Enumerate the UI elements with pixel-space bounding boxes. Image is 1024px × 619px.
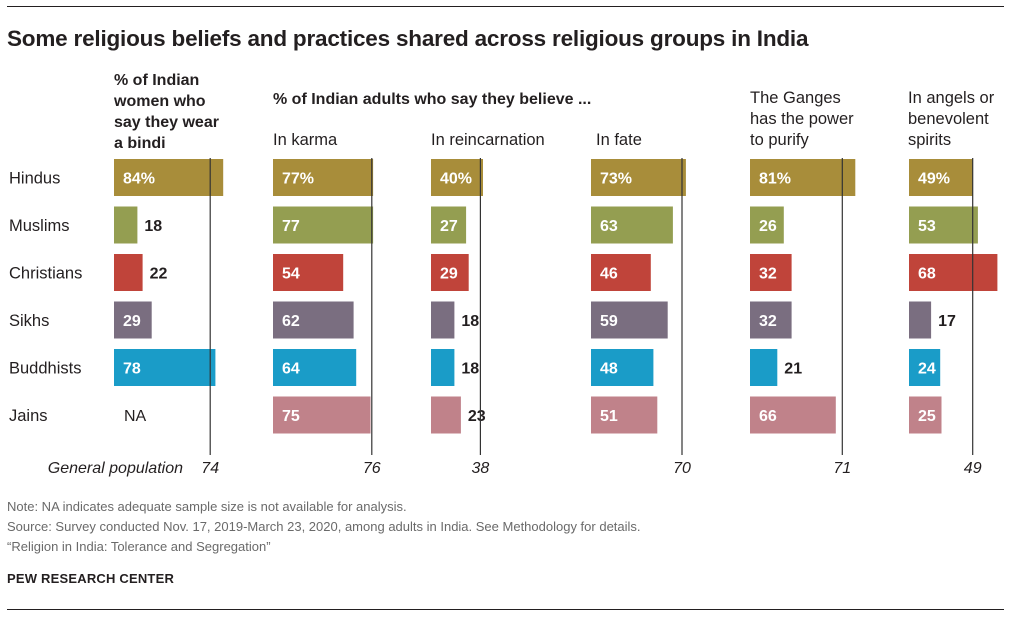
bar-label: 77	[282, 218, 300, 235]
panel-label-reincarnation: In reincarnation	[431, 131, 545, 149]
bar-p5-hindus	[750, 159, 856, 196]
general-population-value: 70	[673, 460, 691, 477]
bar-p6-buddhists	[909, 349, 941, 386]
general-population-value: 71	[833, 460, 851, 477]
bar-label: 63	[600, 218, 618, 235]
bar-label: 18	[144, 218, 162, 235]
bar-p3-muslims	[431, 206, 467, 244]
bar-p4-hindus	[591, 159, 686, 196]
bar-label: 18	[461, 361, 479, 378]
row-label-jains: Jains	[9, 407, 48, 425]
bar-label: 27	[440, 218, 458, 235]
bar-p4-jains	[591, 396, 658, 434]
bar-label: 53	[918, 218, 936, 235]
general-population-value: 49	[964, 460, 982, 477]
bar-p6-christians	[909, 254, 998, 291]
bar-label: 66	[759, 408, 777, 425]
bar-p2-muslims	[273, 206, 374, 244]
bar-p4-muslims	[591, 206, 673, 244]
bar-p1-hindus	[114, 159, 224, 196]
bar-label: 78	[123, 361, 141, 378]
bar-p5-muslims	[750, 206, 784, 244]
bar-label: 24	[918, 361, 936, 378]
row-label-sikhs: Sikhs	[9, 312, 49, 330]
bar-p3-buddhists	[431, 349, 455, 386]
chart-title: Some religious beliefs and practices sha…	[7, 26, 809, 51]
panel-label-karma: In karma	[273, 131, 338, 149]
general-population-value: 38	[472, 460, 490, 477]
bar-label: 40%	[440, 171, 472, 188]
bar-p2-sikhs	[273, 301, 354, 339]
bar-label: 75	[282, 408, 300, 425]
bar-p1-muslims	[114, 206, 138, 244]
bar-p2-jains	[273, 396, 371, 434]
bar-label: 23	[468, 408, 486, 425]
bar-p5-buddhists	[750, 349, 778, 386]
bar-label: 64	[282, 361, 300, 378]
bar-label: 54	[282, 266, 300, 283]
general-population-value: 74	[201, 460, 219, 477]
row-label-buddhists: Buddhists	[9, 360, 81, 378]
row-label-hindus: Hindus	[9, 170, 60, 188]
bar-p5-sikhs	[750, 301, 792, 339]
panel-label-angels: In angels or benevolent spirits	[908, 89, 995, 149]
note-text: Note: NA indicates adequate sample size …	[7, 499, 407, 514]
bar-p4-buddhists	[591, 349, 654, 386]
bar-label: 51	[600, 408, 618, 425]
bar-label: 59	[600, 313, 618, 330]
adults-belief-header: % of Indian adults who say they believe …	[273, 91, 592, 108]
bar-p3-sikhs	[431, 301, 455, 339]
bar-p5-christians	[750, 254, 792, 291]
bar-p3-jains	[431, 396, 461, 434]
source-text: Source: Survey conducted Nov. 17, 2019-M…	[7, 519, 641, 534]
na-label: NA	[124, 408, 147, 425]
top-rule	[7, 6, 1004, 7]
bar-label: 73%	[600, 171, 632, 188]
general-population-value: 76	[363, 460, 381, 477]
bar-p5-jains	[750, 396, 836, 434]
row-label-christians: Christians	[9, 265, 82, 283]
bar-label: 26	[759, 218, 777, 235]
bar-p4-christians	[591, 254, 651, 291]
bar-label: 84%	[123, 171, 155, 188]
bar-p4-sikhs	[591, 301, 668, 339]
bar-p2-hindus	[273, 159, 374, 196]
bar-label: 22	[150, 266, 168, 283]
bar-p6-jains	[909, 396, 942, 434]
bar-label: 49%	[918, 171, 950, 188]
bar-label: 21	[784, 361, 802, 378]
bar-label: 17	[938, 313, 956, 330]
bar-p1-buddhists	[114, 349, 216, 386]
bar-p2-christians	[273, 254, 344, 291]
bar-label: 62	[282, 313, 300, 330]
bar-p3-hindus	[431, 159, 483, 196]
bar-label: 18	[461, 313, 479, 330]
bar-label: 68	[918, 266, 936, 283]
chart-plot: Hindus Muslims Christians Sikhs Buddhists Jai…	[9, 158, 998, 477]
general-population-label: General population	[48, 460, 183, 477]
bar-label: 29	[440, 266, 458, 283]
bar-p3-christians	[431, 254, 469, 291]
bar-label: 32	[759, 266, 777, 283]
bar-p2-buddhists	[273, 349, 357, 386]
report-title-text: “Religion in India: Tolerance and Segreg…	[7, 539, 271, 554]
bar-p6-sikhs	[909, 301, 932, 339]
bar-label: 46	[600, 266, 618, 283]
bottom-rule	[7, 609, 1004, 610]
panel-label-ganges: The Ganges has the power to purify	[750, 89, 854, 149]
bar-label: 32	[759, 313, 777, 330]
bar-p6-hindus	[909, 159, 973, 196]
bar-p1-christians	[114, 254, 143, 291]
bar-p6-muslims	[909, 206, 978, 244]
bar-label: 77%	[282, 171, 314, 188]
bindi-panel-header: % of Indian women who say they wear a bi…	[114, 72, 219, 152]
bar-label: 48	[600, 361, 618, 378]
panel-label-fate: In fate	[596, 131, 642, 149]
bar-p1-sikhs	[114, 301, 152, 339]
bar-label: 25	[918, 408, 936, 425]
bar-label: 29	[123, 313, 141, 330]
row-label-muslims: Muslims	[9, 217, 70, 235]
bar-label: 81%	[759, 171, 791, 188]
pew-logo-text: PEW RESEARCH CENTER	[7, 571, 175, 586]
